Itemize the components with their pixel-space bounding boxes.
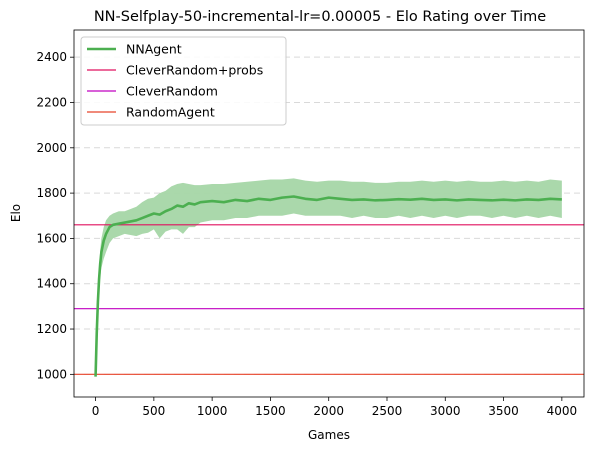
x-axis-ticks: 0 500 1000 1500 2000 2500 3000 3500 4000: [92, 397, 577, 418]
x-tick-label-1: 500: [142, 404, 165, 418]
x-tick-label-3: 1500: [255, 404, 286, 418]
legend-label-0: NNAgent: [126, 42, 182, 57]
legend-box: [80, 36, 287, 126]
y-tick-label-2: 1400: [36, 277, 67, 291]
x-tick-label-7: 3500: [488, 404, 519, 418]
baseline-lines: [74, 224, 584, 375]
nnagent-series: [94, 195, 562, 377]
nnagent-confidence-band: [95, 178, 562, 378]
y-axis-ticks: 1000 1200 1400 1600 1800 2000 2200 2400: [36, 50, 74, 381]
y-tick-label-4: 1800: [36, 186, 67, 200]
nnagent-line: [94, 195, 562, 377]
x-tick-label-6: 3000: [430, 404, 461, 418]
x-axis-label: Games: [308, 428, 350, 442]
x-tick-label-2: 1000: [197, 404, 228, 418]
y-tick-label-1: 1200: [36, 322, 67, 336]
y-tick-label-5: 2000: [36, 141, 67, 155]
x-tick-label-0: 0: [92, 404, 100, 418]
y-tick-label-6: 2200: [36, 95, 67, 109]
y-tick-label-7: 2400: [36, 50, 67, 64]
y-tick-label-3: 1600: [36, 231, 67, 245]
x-tick-label-8: 4000: [547, 404, 578, 418]
nnagent-band: [95, 178, 562, 378]
x-tick-label-4: 2000: [313, 404, 344, 418]
y-axis-label: Elo: [9, 204, 23, 222]
legend: NNAgent CleverRandom+probs CleverRandom Ran…: [80, 36, 287, 126]
legend-label-1: CleverRandom+probs: [126, 63, 263, 78]
chart-title: NN-Selfplay-50-incremental-lr=0.00005 - …: [94, 9, 546, 25]
y-tick-label-0: 1000: [36, 367, 67, 381]
legend-label-2: CleverRandom: [126, 84, 218, 99]
legend-label-3: RandomAgent: [126, 105, 215, 120]
x-tick-label-5: 2500: [372, 404, 403, 418]
